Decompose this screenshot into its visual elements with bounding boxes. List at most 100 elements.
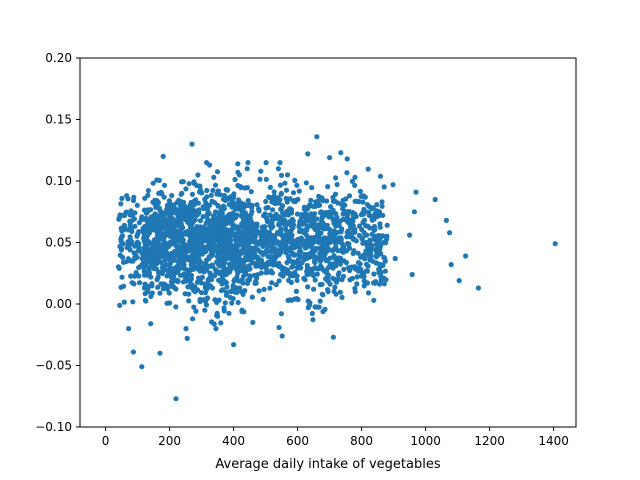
scatter-point (202, 196, 208, 202)
scatter-point (352, 174, 358, 180)
scatter-point (379, 203, 385, 209)
scatter-point (205, 237, 212, 243)
scatter-point (181, 262, 187, 268)
scatter-point (163, 244, 169, 250)
scatter-point (157, 225, 163, 231)
scatter-point (161, 214, 167, 221)
scatter-point (156, 236, 162, 243)
scatter-point (157, 350, 163, 356)
scatter-point (239, 221, 245, 227)
scatter-point (364, 202, 370, 208)
scatter-point (153, 251, 159, 257)
scatter-point (315, 233, 321, 239)
scatter-point (292, 269, 298, 276)
scatter-point (241, 266, 247, 272)
scatter-point (256, 288, 262, 294)
scatter-point (364, 280, 371, 286)
scatter-point (274, 248, 280, 254)
scatter-point (268, 261, 274, 267)
scatter-point (249, 205, 255, 211)
scatter-point (362, 194, 368, 200)
scatter-point (365, 263, 371, 269)
scatter-point (252, 225, 258, 231)
scatter-point (208, 225, 214, 231)
scatter-point (175, 268, 181, 274)
scatter-point (232, 206, 238, 212)
scatter-point (304, 225, 310, 232)
scatter-point (361, 230, 367, 236)
scatter-point (179, 190, 185, 196)
scatter-point (179, 204, 186, 210)
scatter-point (163, 254, 169, 260)
scatter-point (238, 200, 244, 206)
scatter-point (294, 182, 300, 188)
scatter-point (198, 290, 204, 296)
scatter-point (320, 308, 326, 315)
scatter-point (215, 215, 221, 221)
scatter-point (255, 254, 261, 260)
scatter-point (178, 231, 184, 237)
scatter-point (186, 181, 192, 187)
scatter-point (231, 232, 237, 239)
scatter-point (191, 211, 198, 218)
scatter-point (215, 202, 221, 209)
scatter-point (221, 266, 227, 272)
scatter-point (245, 198, 251, 204)
x-axis-label: Average daily intake of vegetables (215, 457, 440, 472)
scatter-point (158, 281, 164, 287)
scatter-point (123, 209, 129, 215)
scatter-point (321, 268, 328, 274)
scatter-point (239, 308, 245, 315)
scatter-point (283, 195, 289, 202)
scatter-point (170, 252, 176, 258)
scatter-point (203, 226, 209, 233)
scatter-point (279, 333, 285, 339)
scatter-point (188, 241, 194, 247)
scatter-point (191, 304, 197, 310)
scatter-point (263, 205, 269, 211)
scatter-point (362, 256, 368, 262)
scatter-point (197, 243, 203, 249)
scatter-point (260, 296, 266, 302)
scatter-point (323, 248, 329, 254)
scatter-point (239, 208, 245, 214)
scatter-point (121, 283, 127, 289)
scatter-point (297, 253, 304, 260)
scatter-point (273, 282, 279, 288)
scatter-point (211, 174, 217, 180)
scatter-point (267, 223, 273, 229)
scatter-point (171, 284, 177, 290)
scatter-point (149, 290, 155, 296)
scatter-point (367, 225, 373, 231)
scatter-point (210, 248, 216, 254)
scatter-point (283, 187, 290, 193)
scatter-point (203, 220, 209, 226)
scatter-point (341, 266, 347, 272)
scatter-point (552, 241, 558, 247)
scatter-point (338, 150, 344, 156)
scatter-point (331, 220, 337, 226)
scatter-point (241, 244, 247, 250)
scatter-point (317, 298, 323, 304)
scatter-point (176, 223, 182, 229)
scatter-point (180, 243, 186, 249)
scatter-point (115, 264, 122, 270)
scatter-point (159, 264, 165, 271)
scatter-point (224, 284, 230, 290)
scatter-point (209, 198, 215, 204)
scatter-point (214, 169, 221, 175)
scatter-point (317, 210, 324, 216)
scatter-point (235, 229, 241, 235)
scatter-point (227, 261, 233, 267)
scatter-point (312, 259, 318, 266)
scatter-point (258, 168, 264, 174)
scatter-point (301, 206, 308, 212)
scatter-point (220, 287, 226, 293)
scatter-point (118, 239, 124, 245)
scatter-point (267, 285, 273, 291)
scatter-point (296, 188, 302, 194)
scatter-point (185, 284, 191, 290)
scatter-point (149, 281, 155, 287)
scatter-point (317, 245, 323, 251)
scatter-point (269, 215, 275, 221)
